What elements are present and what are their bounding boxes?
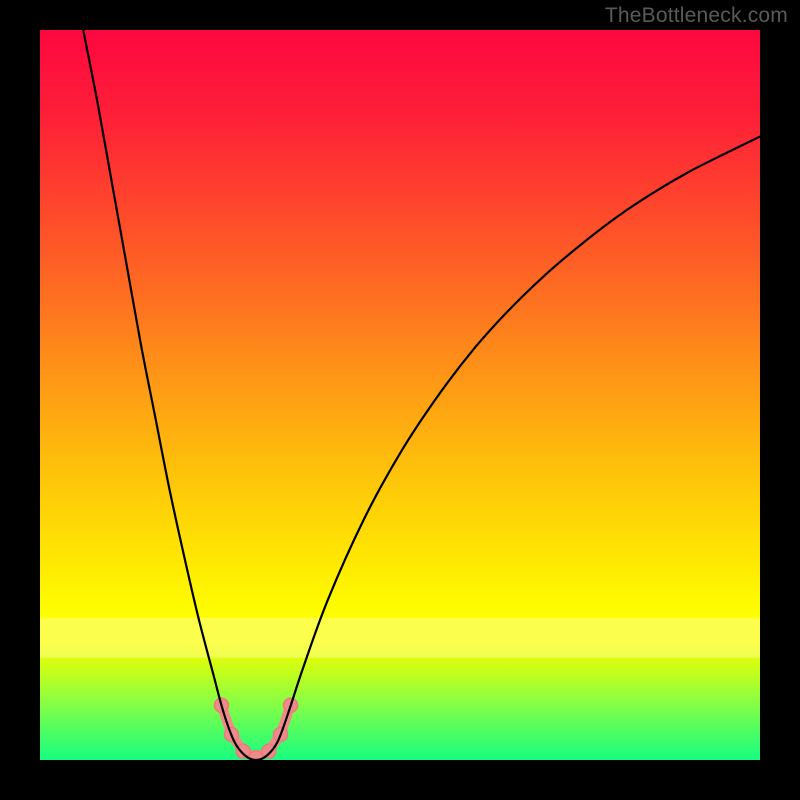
plot-area — [40, 30, 760, 765]
chart-stage: TheBottleneck.com — [0, 0, 800, 800]
highlight-band — [40, 618, 760, 658]
chart-svg — [0, 0, 800, 800]
